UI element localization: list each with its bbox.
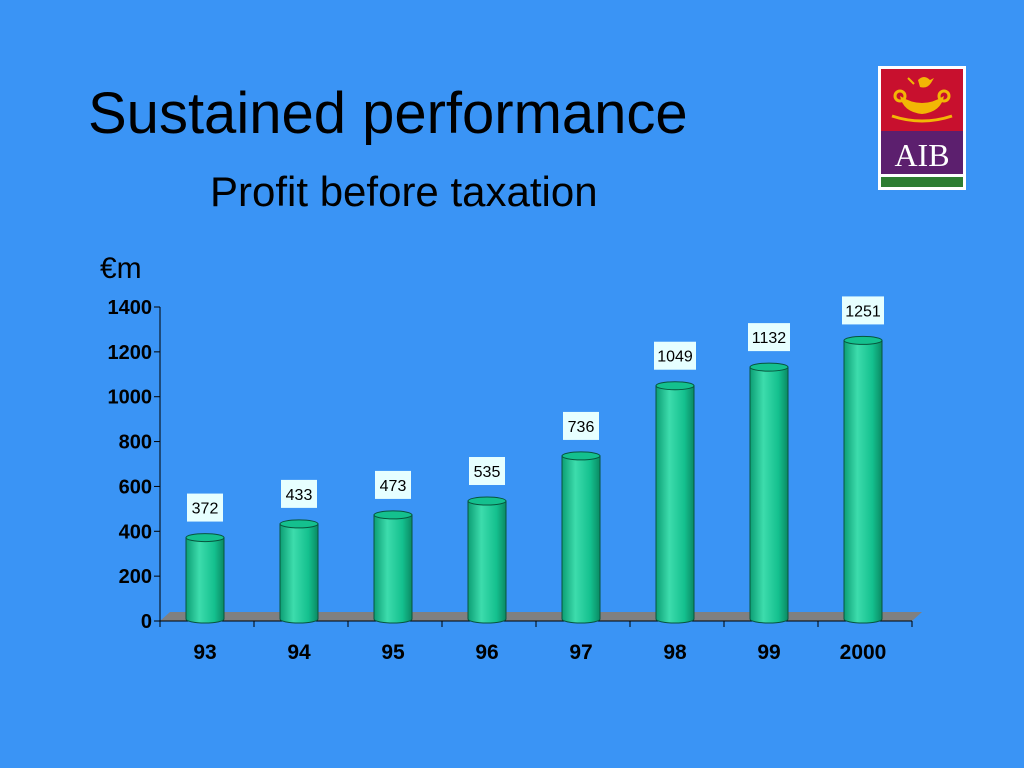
data-label-box	[842, 296, 884, 325]
bar-body	[843, 339, 883, 624]
bar-body	[467, 500, 507, 624]
x-tick-label: 95	[381, 641, 405, 664]
bar-top	[373, 510, 413, 520]
slide-subtitle: Profit before taxation	[210, 168, 598, 215]
ark-emblem-icon	[891, 77, 953, 123]
data-label-box	[187, 493, 223, 522]
bar-body	[561, 455, 601, 624]
data-label-text: 473	[380, 478, 407, 495]
data-label-box	[654, 341, 696, 370]
logo-green-band	[881, 177, 963, 187]
x-tick-label: 94	[287, 641, 311, 664]
data-label: 736	[563, 411, 599, 440]
x-tick-label: 97	[569, 641, 592, 664]
bar	[749, 362, 789, 624]
bar	[185, 533, 225, 624]
bar	[467, 496, 507, 624]
bar	[843, 335, 883, 624]
bar-body	[373, 514, 413, 624]
data-label: 1132	[748, 323, 790, 352]
bar-top	[749, 362, 789, 372]
data-label: 1049	[654, 341, 696, 370]
bar	[279, 519, 319, 624]
y-tick-label: 1000	[108, 387, 153, 409]
data-label-text: 372	[192, 501, 219, 518]
data-label-box	[563, 411, 599, 440]
bar-top	[467, 496, 507, 506]
bar-top	[279, 519, 319, 529]
bar-top	[561, 451, 601, 461]
data-label-text: 1251	[845, 303, 881, 320]
logo-text: AIB	[894, 137, 949, 173]
bar-top	[843, 335, 883, 345]
aib-logo: AIB	[878, 66, 966, 190]
data-label-text: 433	[286, 487, 313, 504]
data-label-text: 736	[568, 419, 595, 436]
y-tick-label: 800	[119, 432, 152, 454]
data-label: 433	[281, 479, 317, 508]
bar-body	[749, 366, 789, 624]
data-label-box	[375, 470, 411, 499]
data-label: 535	[469, 457, 505, 486]
data-label: 1251	[842, 296, 884, 325]
bar-body	[185, 537, 225, 624]
data-label: 473	[375, 470, 411, 499]
y-tick-label: 600	[119, 476, 152, 498]
data-label-box	[281, 479, 317, 508]
x-tick-label: 2000	[840, 641, 887, 664]
x-tick-label: 98	[663, 641, 687, 664]
data-label-text: 1132	[752, 330, 787, 347]
bar-top	[655, 381, 695, 391]
y-tick-label: 0	[141, 611, 152, 633]
chart-floor	[160, 612, 922, 621]
data-label-box	[748, 323, 790, 352]
x-tick-label: 96	[475, 641, 498, 664]
bar	[655, 381, 695, 624]
slide-title: Sustained performance	[88, 81, 688, 146]
data-label-text: 535	[474, 464, 501, 481]
data-label: 372	[187, 493, 223, 522]
bar	[373, 510, 413, 624]
y-tick-label: 400	[119, 521, 152, 543]
y-tick-label: 1400	[108, 297, 153, 319]
bar-body	[655, 385, 695, 624]
data-label-text: 1049	[657, 349, 693, 366]
x-tick-label: 99	[757, 641, 780, 664]
y-tick-label: 1200	[108, 342, 153, 364]
y-tick-label: 200	[119, 566, 152, 588]
x-tick-label: 93	[193, 641, 216, 664]
y-axis-unit-label: €m	[100, 252, 142, 285]
bar-top	[185, 533, 225, 543]
data-label-box	[469, 457, 505, 486]
logo-bottom-panel	[881, 131, 963, 174]
bar	[561, 451, 601, 624]
bar-body	[279, 523, 319, 624]
